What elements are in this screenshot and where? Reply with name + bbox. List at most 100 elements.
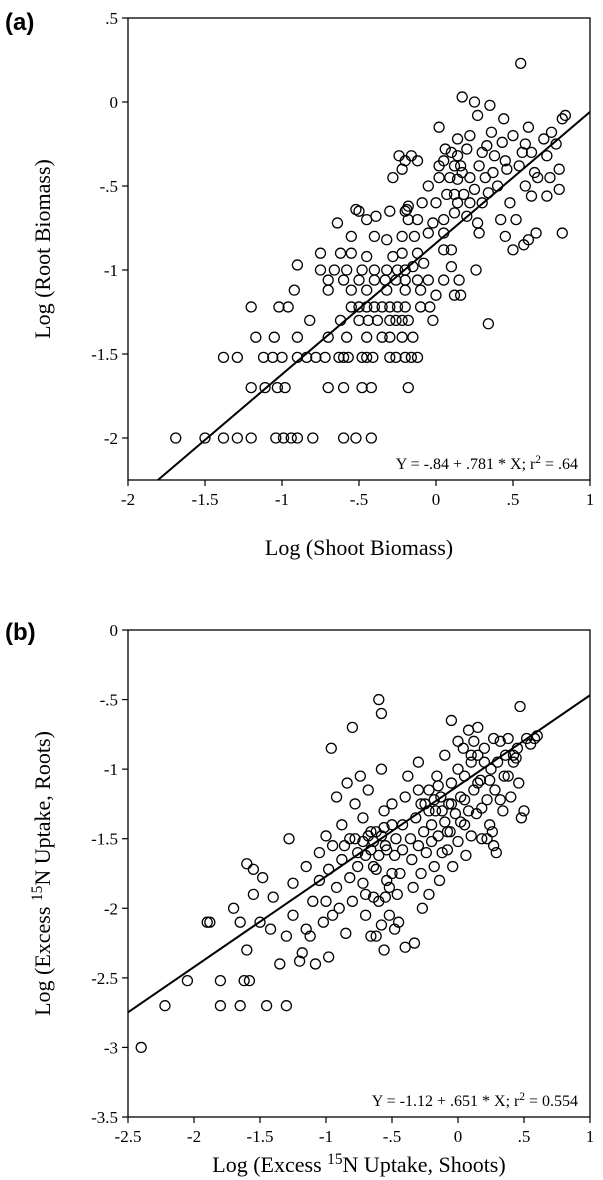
data-point [370, 930, 382, 942]
data-point [489, 784, 501, 796]
data-point [513, 160, 525, 172]
data-point [444, 826, 456, 838]
data-point [362, 314, 374, 327]
y-tick-label: -.5 [100, 177, 118, 196]
plot-frame [127, 629, 591, 1118]
data-point [296, 947, 308, 959]
data-point [393, 150, 405, 162]
data-point [530, 227, 542, 239]
data-point [322, 951, 335, 963]
data-point [445, 798, 458, 810]
data-point [406, 853, 418, 866]
regression-annotation: Y = -.84 + .781 * X; r2 = .64 [396, 454, 578, 473]
data-point [436, 805, 448, 817]
data-point [432, 830, 444, 842]
data-point [353, 314, 365, 327]
data-point [322, 331, 334, 343]
data-point [247, 863, 260, 875]
data-point [371, 314, 384, 327]
data-point [381, 264, 393, 276]
data-point [170, 432, 182, 444]
y-tick-label: .5 [105, 9, 118, 28]
data-point [291, 259, 304, 271]
data-point [257, 351, 270, 364]
data-point [525, 190, 538, 202]
data-point [313, 846, 326, 859]
data-point [391, 301, 404, 313]
data-point [401, 203, 413, 216]
data-point [338, 840, 351, 852]
data-point [461, 210, 473, 222]
data-point [468, 735, 480, 747]
data-point [411, 351, 424, 364]
data-point [238, 974, 250, 987]
data-point [386, 798, 398, 810]
data-point [367, 891, 380, 903]
data-point [423, 784, 435, 796]
data-point [499, 230, 511, 243]
y-axis-label: Log (Excess 15N Uptake, Roots) [29, 731, 56, 1016]
regression-annotation: Y = -1.12 + .651 * X; r2 = 0.554 [372, 1091, 578, 1110]
data-point [345, 247, 357, 259]
data-point [379, 274, 391, 286]
data-point [454, 816, 467, 828]
data-point [525, 146, 538, 159]
data-point [373, 849, 385, 862]
data-point [250, 331, 262, 343]
data-point [481, 140, 493, 152]
data-point [507, 244, 519, 256]
x-tick-label: -.5 [383, 1127, 401, 1146]
data-point [326, 840, 339, 852]
data-point [448, 289, 461, 301]
data-point [384, 331, 396, 343]
data-point [267, 891, 279, 903]
data-point [524, 738, 537, 750]
data-point [487, 732, 500, 745]
data-point [350, 203, 362, 216]
data-point [356, 264, 368, 276]
data-point [390, 314, 402, 327]
data-point [454, 289, 467, 301]
data-point [494, 794, 506, 806]
data-point [346, 895, 359, 907]
x-tick-label: -.5 [350, 490, 368, 509]
data-point [559, 109, 572, 122]
data-point [293, 955, 306, 967]
data-point [368, 264, 381, 276]
data-point [384, 205, 396, 217]
data-point [399, 791, 411, 803]
data-point [498, 770, 510, 782]
data-point [394, 867, 406, 880]
data-point [330, 791, 343, 803]
data-point [507, 749, 520, 761]
data-point [501, 163, 513, 175]
data-point [520, 732, 533, 745]
data-point [408, 230, 421, 243]
data-point [365, 844, 377, 856]
data-point [345, 301, 357, 313]
data-point [458, 770, 471, 782]
data-point [256, 872, 269, 884]
data-point [478, 756, 491, 768]
data-point [336, 853, 348, 866]
x-tick-label: 1 [586, 490, 595, 509]
data-point [333, 902, 345, 914]
data-point [471, 217, 484, 229]
data-point [445, 714, 458, 727]
data-point [515, 57, 527, 70]
data-point [317, 916, 330, 928]
data-point [522, 121, 535, 133]
y-tick-label: 0 [110, 93, 119, 112]
data-point [404, 833, 417, 845]
data-point [300, 351, 313, 364]
data-point [449, 808, 462, 820]
data-point [476, 833, 488, 845]
x-tick-label: -1.5 [192, 490, 219, 509]
data-point [276, 351, 288, 364]
y-tick-label: -1.5 [91, 345, 118, 364]
data-point [496, 136, 508, 148]
data-point [313, 874, 326, 887]
data-point [456, 91, 468, 103]
data-point [399, 301, 411, 313]
